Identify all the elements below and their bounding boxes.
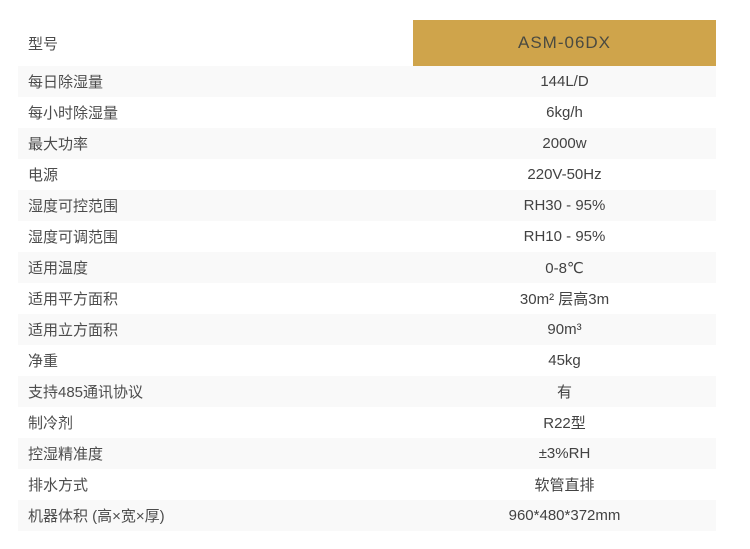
spec-label: 电源 [28, 167, 59, 184]
product-spec-table: 型号 ASM-06DX 每日除湿量 144L/D 每小时除湿量 6kg/h 最大功率 20… [18, 20, 716, 531]
model-badge: ASM-06DX [413, 20, 716, 66]
spec-value: 6kg/h [546, 104, 583, 121]
spec-value: 有 [556, 384, 572, 401]
spec-row: 控湿精准度 ±3%RH [18, 438, 716, 469]
spec-label: 净重 [28, 353, 59, 370]
spec-label: 适用立方面积 [28, 322, 119, 339]
spec-label: 湿度可调范围 [28, 229, 119, 246]
spec-label: 机器体积 (高×宽×厚) [28, 508, 165, 525]
spec-row: 机器体积 (高×宽×厚) 960*480*372mm [18, 500, 716, 531]
spec-value: 0-8℃ [545, 259, 584, 277]
spec-row: 排水方式 软管直排 [18, 469, 716, 500]
spec-label: 每小时除湿量 [28, 105, 119, 122]
spec-value: 软管直排 [534, 477, 595, 494]
spec-value: 2000w [542, 135, 587, 152]
spec-value: 144L/D [540, 73, 589, 90]
spec-label: 湿度可控范围 [28, 198, 119, 215]
spec-row: 制冷剂 R22型 [18, 407, 716, 438]
spec-value: 45kg [548, 352, 581, 369]
spec-label: 适用平方面积 [28, 291, 119, 308]
spec-label: 支持485通讯协议 [28, 384, 144, 401]
spec-value: 30m² 层高3m [519, 291, 610, 308]
spec-row: 净重 45kg [18, 345, 716, 376]
spec-row: 每日除湿量 144L/D [18, 66, 716, 97]
spec-value: ±3%RH [538, 445, 591, 462]
spec-row: 最大功率 2000w [18, 128, 716, 159]
spec-row: 适用温度 0-8℃ [18, 252, 716, 283]
spec-row: 每小时除湿量 6kg/h [18, 97, 716, 128]
spec-row: 湿度可调范围 RH10 - 95% [18, 221, 716, 252]
spec-row: 适用平方面积 30m² 层高3m [18, 283, 716, 314]
spec-row: 电源 220V-50Hz [18, 159, 716, 190]
spec-row: 支持485通讯协议 有 [18, 376, 716, 407]
spec-value: RH30 - 95% [523, 197, 606, 214]
spec-row: 适用立方面积 90m³ [18, 314, 716, 345]
spec-label: 排水方式 [28, 477, 89, 494]
spec-rows: 每日除湿量 144L/D 每小时除湿量 6kg/h 最大功率 2000w 电源 220V-50… [18, 66, 716, 531]
spec-value: R22型 [543, 415, 586, 432]
spec-value: 960*480*372mm [508, 507, 621, 524]
spec-label: 控湿精准度 [28, 446, 104, 463]
spec-row: 湿度可控范围 RH30 - 95% [18, 190, 716, 221]
spec-value: 220V-50Hz [527, 166, 602, 183]
spec-value: 90m³ [547, 321, 582, 338]
spec-header-row: 型号 ASM-06DX [18, 20, 716, 66]
spec-label: 每日除湿量 [28, 74, 104, 91]
spec-label: 适用温度 [28, 260, 89, 277]
model-label: 型号 [28, 35, 59, 53]
spec-value: RH10 - 95% [523, 228, 606, 245]
spec-label: 最大功率 [28, 136, 89, 153]
spec-label: 制冷剂 [28, 415, 74, 432]
